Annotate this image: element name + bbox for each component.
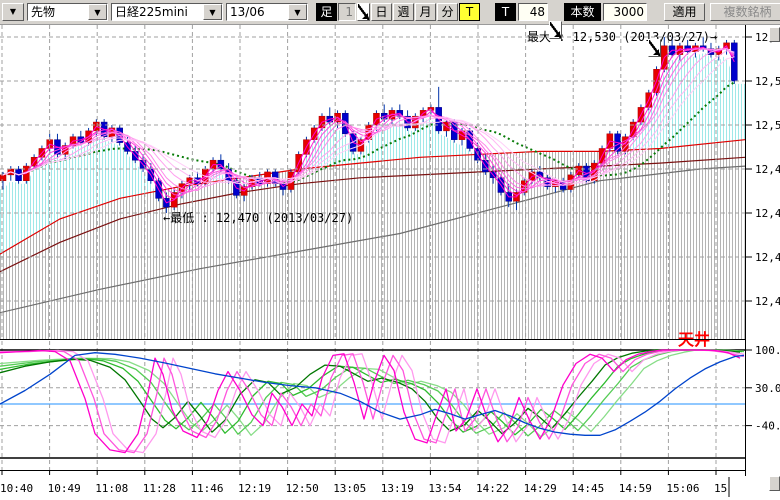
period-minute-button[interactable]: 分 bbox=[437, 3, 458, 21]
bar-count-label-button[interactable]: 本数 bbox=[564, 3, 601, 21]
tick-count-field[interactable]: 48 bbox=[518, 3, 548, 21]
osc-line-green-2 bbox=[0, 349, 743, 436]
osc-tick-label: 30.00 bbox=[755, 382, 780, 395]
price-tick-label: 12,455 bbox=[755, 251, 780, 264]
min-annotation: ←最低 : 12,470 (2013/03/27) bbox=[163, 211, 353, 225]
chevron-down-icon[interactable]: ▼ bbox=[88, 4, 107, 20]
bar-count-spinner-button[interactable] bbox=[648, 39, 661, 57]
x-axis: 10:40 10:49 11:08 11:28 11:46 12:19 12:50 13:05… bbox=[0, 470, 730, 497]
toolbar: ▼ 先物 ▼ 日経225mini ▼ 13/06 ▼ 足 1 日 週 月 分 T… bbox=[0, 0, 780, 57]
multi-symbol-button[interactable]: 複数銘柄 bbox=[710, 3, 780, 21]
y-axis: 12,53012,51512,50012,48512,47012,45512,4… bbox=[745, 31, 780, 433]
ribbon-ma-line bbox=[2, 47, 735, 196]
osc-line-blue bbox=[0, 352, 745, 436]
x-tick-label: 14:22 bbox=[476, 482, 509, 495]
x-tick-label: 13:54 bbox=[428, 482, 461, 495]
x-tick-label: 11:46 bbox=[190, 482, 223, 495]
axis-scroll-bottom-button[interactable] bbox=[769, 476, 780, 491]
mini-dropdown-button[interactable]: ▼ bbox=[2, 3, 24, 21]
axis-scroll-top-button[interactable] bbox=[769, 27, 780, 42]
x-tick-label: 10:40 bbox=[0, 482, 33, 495]
contract-combobox[interactable]: 13/06 ▼ bbox=[226, 3, 308, 21]
symbol-combobox[interactable]: 日経225mini ▼ bbox=[111, 3, 223, 21]
osc-line-magenta-1 bbox=[0, 349, 741, 454]
category-value: 先物 bbox=[31, 5, 56, 19]
price-tick-label: 12,500 bbox=[755, 119, 780, 132]
x-tick-label: 14:59 bbox=[619, 482, 652, 495]
ribbon-ma-line bbox=[2, 48, 735, 188]
max-annotation: 最大 : 12,530 (2013/03/27)→ bbox=[527, 30, 717, 44]
price-tick-label: 12,470 bbox=[755, 207, 780, 220]
ribbon-ma-line bbox=[2, 56, 735, 185]
tick-count-spinner-button[interactable] bbox=[549, 21, 562, 39]
ashi-interval-field[interactable]: 1 bbox=[338, 3, 356, 21]
price-tick-label: 12,515 bbox=[755, 75, 780, 88]
candle-up bbox=[0, 174, 7, 181]
osc-tick-label: -40.00 bbox=[755, 420, 780, 433]
apply-button[interactable]: 適用 bbox=[664, 3, 705, 21]
period-tick-button-active[interactable]: T bbox=[459, 3, 480, 21]
osc-tick-label: 100.00 bbox=[755, 344, 780, 357]
period-month-button[interactable]: 月 bbox=[415, 3, 436, 21]
period-day-button[interactable]: 日 bbox=[371, 3, 392, 21]
price-panel bbox=[0, 37, 745, 339]
chevron-down-icon[interactable]: ▼ bbox=[288, 4, 307, 20]
x-tick-label: 14:45 bbox=[571, 482, 604, 495]
chevron-down-icon[interactable]: ▼ bbox=[203, 4, 222, 20]
candle-down bbox=[731, 42, 738, 82]
price-tick-label: 12,485 bbox=[755, 163, 780, 176]
x-tick-label: 14:29 bbox=[524, 482, 557, 495]
x-tick-label: 12:50 bbox=[286, 482, 319, 495]
contract-value: 13/06 bbox=[230, 5, 265, 19]
x-tick-label: 11:28 bbox=[143, 482, 176, 495]
gridlines bbox=[0, 25, 745, 470]
ashi-spinner-button[interactable] bbox=[357, 3, 370, 21]
x-tick-label: 13:05 bbox=[333, 482, 366, 495]
cloud-cyan-hatch bbox=[0, 53, 745, 255]
period-week-button[interactable]: 週 bbox=[393, 3, 414, 21]
x-tick-label: 13:19 bbox=[381, 482, 414, 495]
x-tick-label: 11:08 bbox=[95, 482, 128, 495]
osc-line-green-3 bbox=[0, 349, 745, 437]
x-tick-label: 10:49 bbox=[48, 482, 81, 495]
x-tick-label: 12:19 bbox=[238, 482, 271, 495]
osc-line-magenta-3 bbox=[0, 349, 745, 454]
x-tick-label: 15:06 bbox=[666, 482, 699, 495]
osc-line-green-4 bbox=[0, 349, 745, 438]
oscillator-panel bbox=[0, 349, 745, 454]
symbol-value: 日経225mini bbox=[115, 5, 188, 19]
x-tick-label: 15 bbox=[714, 482, 727, 495]
ashi-label-button[interactable]: 足 bbox=[316, 3, 337, 21]
osc-line-magenta-2 bbox=[0, 349, 745, 454]
price-tick-label: 12,440 bbox=[755, 295, 780, 308]
ma-line-green-dotted bbox=[2, 81, 735, 184]
category-combobox[interactable]: 先物 ▼ bbox=[27, 3, 108, 21]
bar-count-field[interactable]: 3000 bbox=[603, 3, 647, 21]
chevron-down-icon: ▼ bbox=[9, 7, 17, 16]
tick-mode-button[interactable]: T bbox=[495, 3, 516, 21]
ma-line-gray bbox=[0, 165, 745, 314]
ribbon-ma-line bbox=[2, 48, 735, 192]
